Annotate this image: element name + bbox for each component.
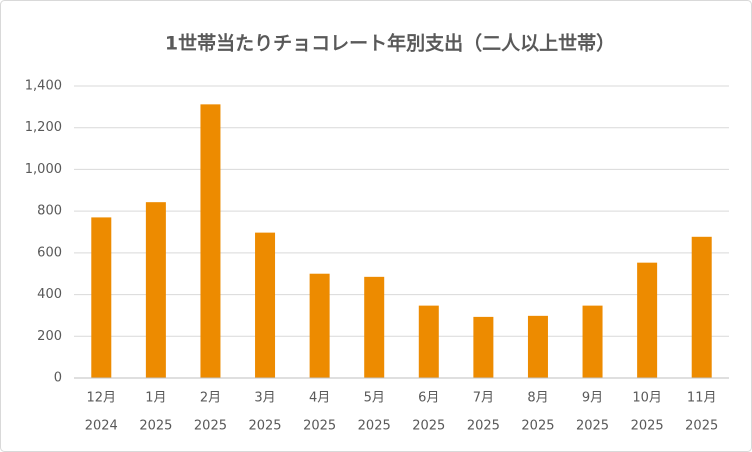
y-tick-label: 1,200 <box>25 120 62 135</box>
x-tick-label: 2025 <box>139 419 172 434</box>
x-tick-label: 2025 <box>685 419 718 434</box>
y-tick-label: 1,400 <box>25 79 62 94</box>
y-tick-label: 600 <box>37 245 62 260</box>
x-tick-label: 2025 <box>248 419 281 434</box>
x-tick-label: 5月 <box>364 391 385 406</box>
x-tick-label: 2025 <box>303 419 336 434</box>
x-tick-label: 11月 <box>687 391 717 406</box>
bar <box>91 217 112 378</box>
x-tick-label: 2月 <box>200 391 221 406</box>
x-tick-label: 2025 <box>358 419 391 434</box>
x-tick-label: 2025 <box>412 419 445 434</box>
x-tick-label: 10月 <box>632 391 662 406</box>
y-tick-label: 1,000 <box>25 162 62 177</box>
x-tick-label: 6月 <box>418 391 439 406</box>
y-tick-label: 200 <box>37 329 62 344</box>
bar <box>255 232 276 378</box>
y-tick-label: 0 <box>54 371 62 386</box>
x-tick-label: 8月 <box>527 391 548 406</box>
x-tick-label: 2025 <box>194 419 227 434</box>
x-tick-label: 1月 <box>145 391 166 406</box>
x-tick-label: 2025 <box>521 419 554 434</box>
bar <box>582 305 603 378</box>
x-tick-label: 2025 <box>467 419 500 434</box>
x-tick-label: 7月 <box>473 391 494 406</box>
chart-title: 1世帯当たりチョコレート年別支出（二人以上世帯） <box>165 32 615 55</box>
bar <box>418 305 439 378</box>
bar <box>691 236 712 378</box>
y-tick-label: 800 <box>37 204 62 219</box>
x-tick-label: 2025 <box>631 419 664 434</box>
x-tick-label: 4月 <box>309 391 330 406</box>
x-tick-label: 2024 <box>85 419 118 434</box>
bar <box>527 315 548 378</box>
x-tick-label: 3月 <box>254 391 275 406</box>
bar <box>309 273 330 378</box>
y-tick-label: 400 <box>37 287 62 302</box>
bar <box>200 104 221 379</box>
bar <box>637 262 658 378</box>
x-tick-label: 9月 <box>582 391 603 406</box>
x-tick-label: 2025 <box>576 419 609 434</box>
bar <box>364 276 385 378</box>
bar <box>473 316 494 378</box>
x-tick-label: 12月 <box>87 391 117 406</box>
bar <box>145 202 166 378</box>
